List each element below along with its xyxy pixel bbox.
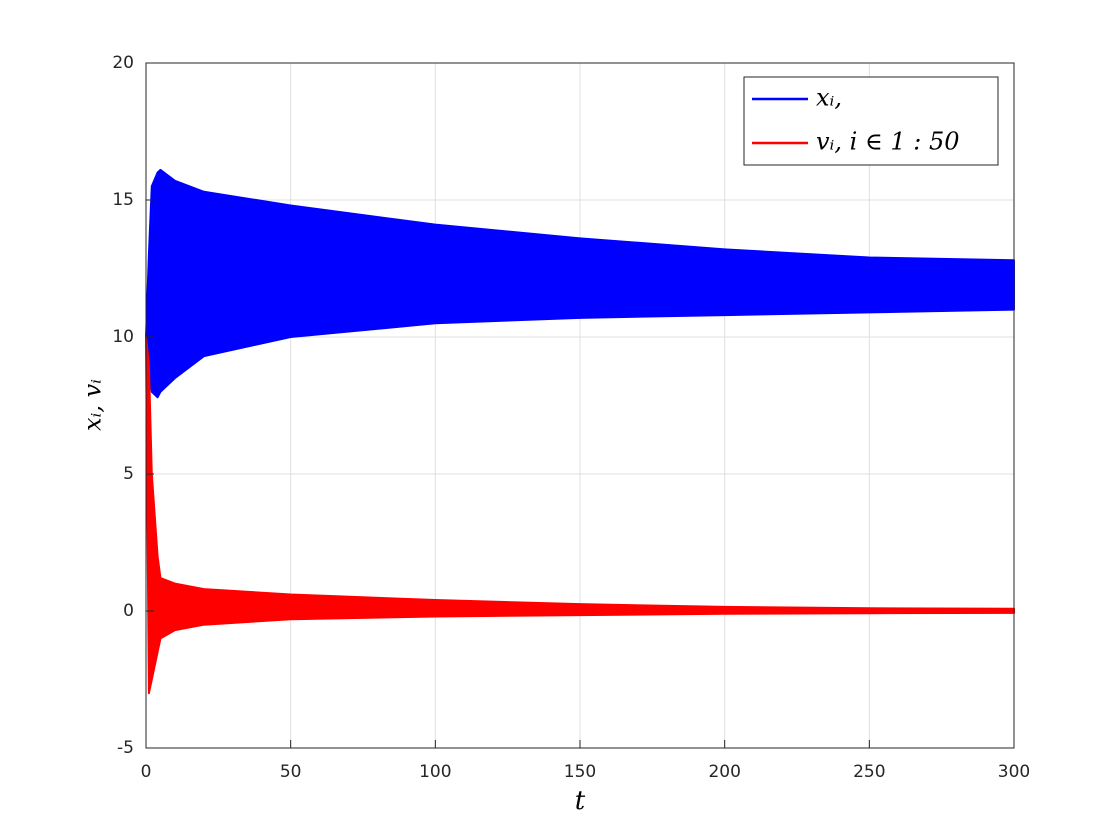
x-tick-label: 100: [419, 762, 451, 782]
legend-box: [743, 76, 999, 166]
y-tick-label: 0: [123, 601, 134, 621]
x-tick-label: 0: [141, 762, 152, 782]
y-tick-label: 5: [123, 464, 134, 484]
y-tick-label: -5: [117, 738, 134, 758]
x-tick-label: 300: [998, 762, 1030, 782]
y-tick-label: 20: [112, 53, 134, 73]
x-tick-label: 150: [564, 762, 596, 782]
x-tick-label: 50: [280, 762, 302, 782]
x-tick-label: 250: [853, 762, 885, 782]
y-axis-label: xᵢ, vᵢ: [79, 379, 107, 431]
legend-label: xᵢ,: [816, 84, 842, 112]
x-axis-label: t: [575, 786, 586, 816]
legend-label: vᵢ, i ∈ 1 : 50: [816, 128, 960, 156]
x-tick-label: 200: [708, 762, 740, 782]
y-tick-label: 15: [112, 190, 134, 210]
y-tick-label: 10: [112, 327, 134, 347]
